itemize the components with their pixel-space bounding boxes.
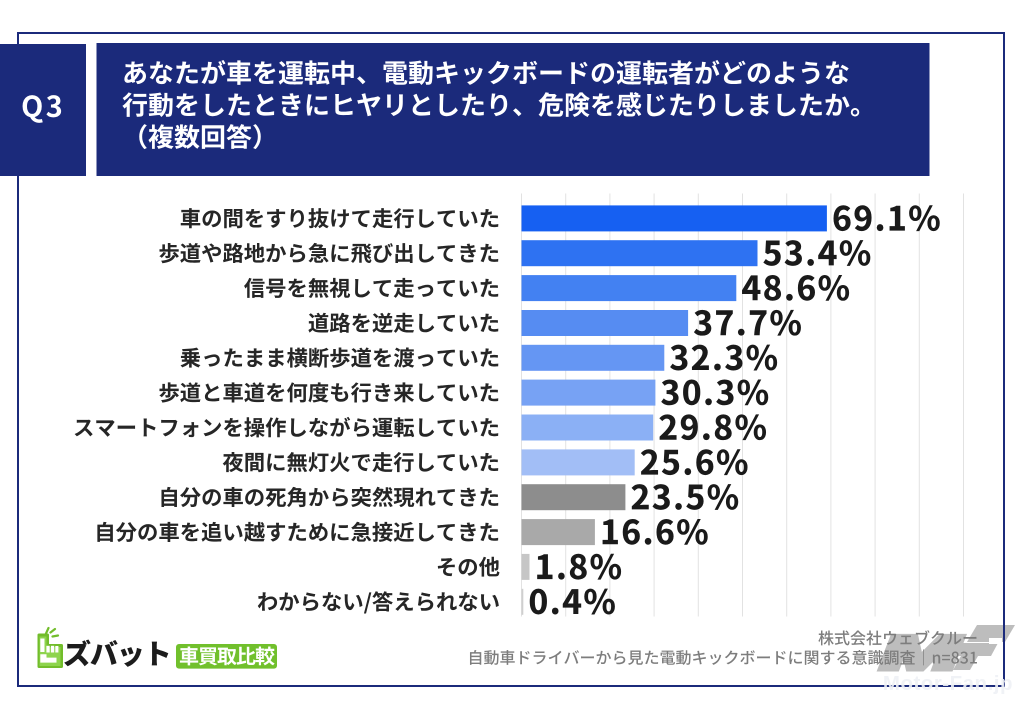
svg-text:Motor-Fan.jp: Motor-Fan.jp [883,672,1013,695]
